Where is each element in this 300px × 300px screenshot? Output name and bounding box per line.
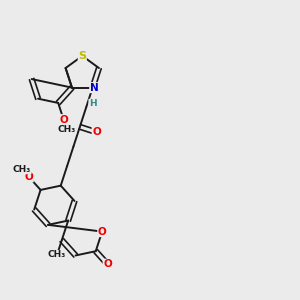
Text: O: O — [98, 226, 106, 237]
Text: O: O — [59, 115, 68, 124]
Text: O: O — [92, 127, 101, 137]
Text: CH₃: CH₃ — [48, 250, 66, 260]
Text: CH₃: CH₃ — [58, 125, 76, 134]
Text: CH₃: CH₃ — [13, 165, 31, 174]
Text: O: O — [25, 172, 33, 182]
Text: H: H — [89, 99, 97, 108]
Text: N: N — [90, 82, 98, 93]
Text: S: S — [78, 51, 86, 61]
Text: O: O — [103, 259, 112, 269]
